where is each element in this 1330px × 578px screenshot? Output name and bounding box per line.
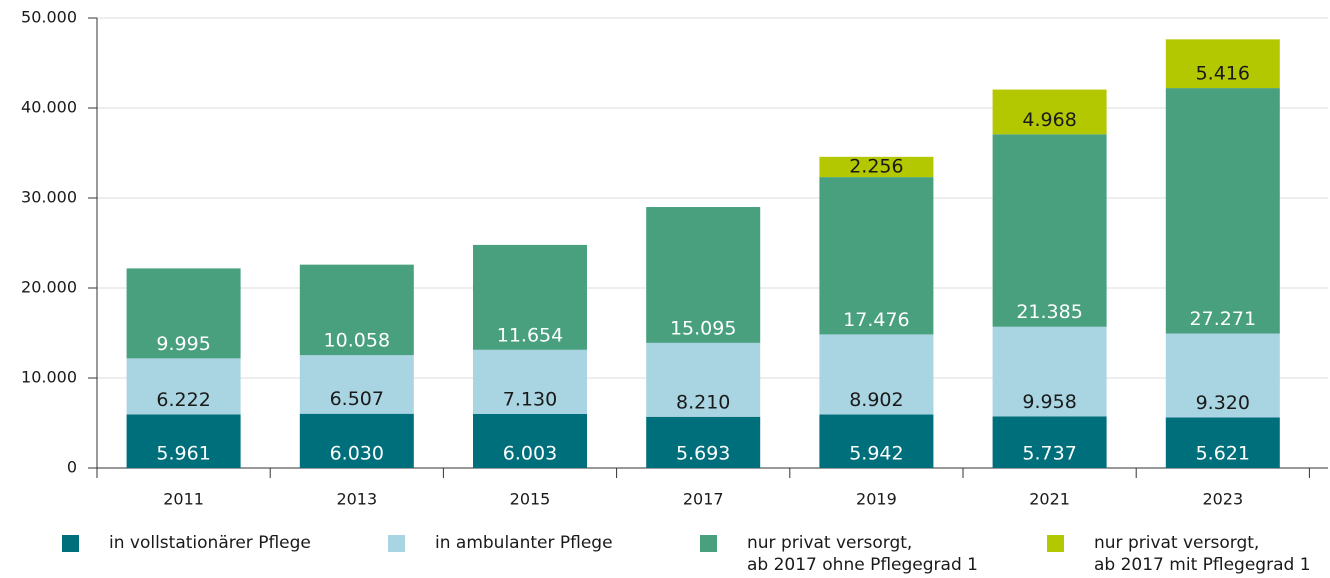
y-tick-label: 40.000 bbox=[21, 98, 77, 117]
bar-segment bbox=[992, 326, 1107, 417]
value-label: 5.961 bbox=[156, 443, 210, 465]
y-tick-label: 10.000 bbox=[21, 368, 77, 387]
bar-segment bbox=[126, 268, 241, 359]
legend-label: nur privat versorgt, ab 2017 mit Pflegeg… bbox=[1094, 533, 1311, 575]
value-label: 5.621 bbox=[1196, 443, 1250, 465]
bar-segment bbox=[992, 89, 1107, 135]
value-label: 10.058 bbox=[324, 330, 390, 352]
value-label: 17.476 bbox=[843, 309, 909, 331]
value-label: 5.737 bbox=[1022, 443, 1076, 465]
value-label: 5.942 bbox=[849, 443, 903, 465]
legend-swatch bbox=[700, 535, 717, 552]
value-label: 5.693 bbox=[676, 443, 730, 465]
legend-item: in ambulanter Pflege bbox=[388, 532, 613, 554]
legend-swatch bbox=[1047, 535, 1064, 552]
bar-segment bbox=[299, 355, 414, 414]
x-tick-label: 2017 bbox=[683, 490, 724, 509]
value-label: 9.958 bbox=[1022, 391, 1076, 413]
bar-segment bbox=[299, 264, 414, 356]
y-tick-label: 50.000 bbox=[21, 8, 77, 27]
value-label: 6.030 bbox=[330, 443, 384, 465]
bar-segment bbox=[992, 134, 1107, 327]
bar-segment bbox=[126, 414, 241, 468]
x-tick-label: 2015 bbox=[510, 490, 551, 509]
bar-segment bbox=[819, 414, 934, 468]
bar-segment bbox=[473, 244, 587, 350]
bar-segment bbox=[299, 413, 414, 468]
x-tick-label: 2021 bbox=[1029, 490, 1070, 509]
bar-segment bbox=[1165, 39, 1280, 89]
bar-segment bbox=[646, 207, 761, 343]
legend-label: in ambulanter Pflege bbox=[435, 533, 613, 553]
value-label: 8.210 bbox=[676, 391, 730, 413]
value-label: 21.385 bbox=[1016, 301, 1082, 323]
value-label: 2.256 bbox=[849, 155, 903, 177]
bar-segment bbox=[646, 416, 761, 468]
bar-segment bbox=[819, 177, 934, 335]
legend-item: in vollstationärer Pflege bbox=[62, 532, 311, 554]
value-label: 8.902 bbox=[849, 389, 903, 411]
x-tick-label: 2011 bbox=[163, 490, 204, 509]
y-tick-label: 20.000 bbox=[21, 278, 77, 297]
legend-swatch bbox=[388, 535, 405, 552]
legend-item: nur privat versorgt, ab 2017 mit Pflegeg… bbox=[1047, 532, 1311, 576]
value-label: 5.416 bbox=[1196, 63, 1250, 85]
legend-label: nur privat versorgt, ab 2017 ohne Pflege… bbox=[747, 533, 978, 575]
bar-segment bbox=[646, 342, 761, 417]
value-label: 6.003 bbox=[503, 443, 557, 465]
bar-segment bbox=[126, 358, 241, 415]
value-label: 11.654 bbox=[497, 324, 563, 346]
legend-item: nur privat versorgt, ab 2017 ohne Pflege… bbox=[700, 532, 978, 576]
value-label: 4.968 bbox=[1022, 109, 1076, 131]
value-label: 6.222 bbox=[156, 389, 210, 411]
bar-segment bbox=[992, 416, 1107, 468]
value-label: 15.095 bbox=[670, 317, 736, 339]
x-tick-label: 2019 bbox=[856, 490, 897, 509]
bar-segment bbox=[1165, 417, 1280, 468]
legend-swatch bbox=[62, 535, 79, 552]
plot: 0 10.000 20.000 30.000 40.000 50.000 2011 5.961… bbox=[21, 8, 1328, 509]
bar-segment bbox=[1165, 333, 1280, 418]
bar-segment bbox=[473, 413, 587, 468]
value-label: 7.130 bbox=[503, 388, 557, 410]
bar-segment bbox=[1165, 88, 1280, 334]
x-tick-label: 2023 bbox=[1202, 490, 1243, 509]
value-label: 6.507 bbox=[330, 388, 384, 410]
value-label: 9.995 bbox=[156, 333, 210, 355]
bar-segment bbox=[473, 349, 587, 414]
bar-segment bbox=[819, 334, 934, 415]
y-tick-label: 30.000 bbox=[21, 188, 77, 207]
value-label: 27.271 bbox=[1190, 308, 1256, 330]
legend: in vollstationärer Pflege in ambulanter P… bbox=[0, 532, 1330, 578]
value-label: 9.320 bbox=[1196, 392, 1250, 414]
y-tick-label: 0 bbox=[67, 458, 77, 477]
bar-segment bbox=[819, 156, 934, 178]
x-tick-label: 2013 bbox=[336, 490, 377, 509]
legend-label: in vollstationärer Pflege bbox=[109, 533, 311, 553]
